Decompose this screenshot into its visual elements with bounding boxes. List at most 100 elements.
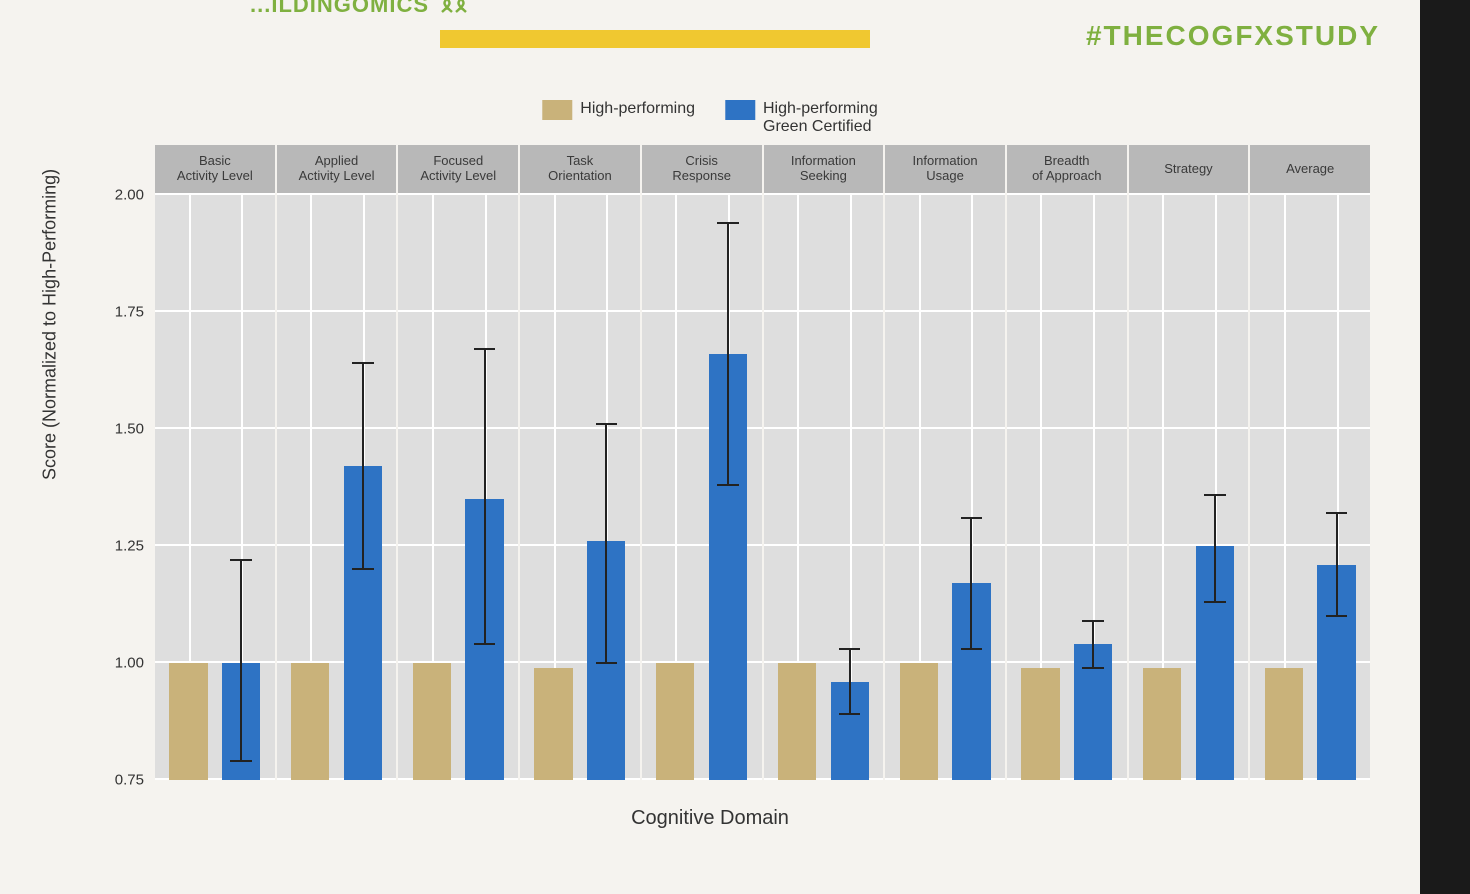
gridline bbox=[155, 310, 275, 312]
legend-item: High-performingGreen Certified bbox=[725, 100, 878, 137]
error-cap bbox=[230, 559, 252, 561]
gridline bbox=[764, 193, 884, 195]
gridline bbox=[1007, 310, 1127, 312]
gridline bbox=[885, 310, 1005, 312]
gridline bbox=[642, 193, 762, 195]
facet-header: Strategy bbox=[1129, 145, 1249, 193]
error-bar bbox=[727, 223, 729, 485]
error-cap bbox=[961, 648, 983, 650]
error-bar bbox=[1214, 495, 1216, 603]
y-tick-label: 2.00 bbox=[115, 187, 144, 204]
error-bar bbox=[484, 349, 486, 644]
slide-header: ...ILDINGOMICS #THECOGFXSTUDY bbox=[0, 0, 1420, 60]
y-axis-label: Score (Normalized to High-Performing) bbox=[40, 169, 61, 480]
gridline bbox=[277, 427, 397, 429]
gridline bbox=[885, 427, 1005, 429]
y-tick-label: 1.25 bbox=[115, 538, 144, 555]
bar-hp bbox=[1021, 668, 1059, 780]
chart-panel bbox=[764, 195, 884, 780]
gridline bbox=[1250, 427, 1370, 429]
error-cap bbox=[230, 760, 252, 762]
gridline bbox=[520, 427, 640, 429]
slide: ...ILDINGOMICS #THECOGFXSTUDY High-perfo… bbox=[0, 0, 1420, 894]
y-tick-label: 1.50 bbox=[115, 421, 144, 438]
error-cap bbox=[1326, 512, 1348, 514]
error-cap bbox=[1082, 620, 1104, 622]
error-cap bbox=[839, 648, 861, 650]
error-cap bbox=[1326, 615, 1348, 617]
chart-panel bbox=[642, 195, 762, 780]
error-cap bbox=[1082, 667, 1104, 669]
gridline bbox=[642, 310, 762, 312]
chart-panel bbox=[398, 195, 518, 780]
error-cap bbox=[961, 517, 983, 519]
gridline bbox=[1129, 427, 1249, 429]
brand-text: ...ILDINGOMICS bbox=[250, 0, 429, 18]
facet-header: Breadthof Approach bbox=[1007, 145, 1127, 193]
legend-label: High-performingGreen Certified bbox=[763, 100, 878, 137]
gridline bbox=[277, 193, 397, 195]
gridline bbox=[1129, 310, 1249, 312]
gridline bbox=[1129, 193, 1249, 195]
facet-header: Average bbox=[1250, 145, 1370, 193]
gridline bbox=[885, 193, 1005, 195]
error-bar bbox=[1092, 621, 1094, 668]
error-cap bbox=[352, 568, 374, 570]
hashtag-text: #THECOGFXSTUDY bbox=[1086, 20, 1380, 52]
bar-hp bbox=[413, 663, 451, 780]
bar-hp bbox=[169, 663, 207, 780]
bar-hp bbox=[534, 668, 572, 780]
error-bar bbox=[605, 424, 607, 663]
gridline bbox=[277, 310, 397, 312]
error-cap bbox=[839, 713, 861, 715]
chart-panel bbox=[277, 195, 397, 780]
error-cap bbox=[1204, 601, 1226, 603]
gridline bbox=[764, 310, 884, 312]
gridline bbox=[398, 193, 518, 195]
error-bar bbox=[1336, 513, 1338, 616]
chart-panel bbox=[1007, 195, 1127, 780]
gridline bbox=[520, 193, 640, 195]
gridline bbox=[764, 544, 884, 546]
gridline bbox=[764, 427, 884, 429]
legend: High-performingHigh-performingGreen Cert… bbox=[542, 100, 877, 137]
error-cap bbox=[474, 643, 496, 645]
gridline bbox=[398, 310, 518, 312]
chart: High-performingHigh-performingGreen Cert… bbox=[40, 100, 1380, 860]
dna-icon bbox=[440, 0, 478, 20]
error-cap bbox=[1204, 494, 1226, 496]
y-tick-label: 0.75 bbox=[115, 772, 144, 789]
y-axis: 0.751.001.251.501.752.00 bbox=[100, 195, 150, 780]
bar-hp bbox=[1265, 668, 1303, 780]
error-cap bbox=[352, 362, 374, 364]
legend-swatch bbox=[725, 100, 755, 120]
facet-header: BasicActivity Level bbox=[155, 145, 275, 193]
error-bar bbox=[970, 518, 972, 649]
chart-panel bbox=[1129, 195, 1249, 780]
gridline bbox=[1250, 193, 1370, 195]
plot-panels bbox=[155, 195, 1370, 780]
gridline bbox=[520, 310, 640, 312]
bar-hp bbox=[1143, 668, 1181, 780]
gridline bbox=[155, 544, 275, 546]
facet-header: FocusedActivity Level bbox=[398, 145, 518, 193]
facet-header: InformationUsage bbox=[885, 145, 1005, 193]
facet-header: CrisisResponse bbox=[642, 145, 762, 193]
y-tick-label: 1.75 bbox=[115, 304, 144, 321]
bar-hp bbox=[656, 663, 694, 780]
error-cap bbox=[717, 222, 739, 224]
facet-header: TaskOrientation bbox=[520, 145, 640, 193]
facet-header: AppliedActivity Level bbox=[277, 145, 397, 193]
error-cap bbox=[717, 484, 739, 486]
error-cap bbox=[596, 423, 618, 425]
accent-bar bbox=[440, 30, 870, 48]
facet-header-strip: BasicActivity LevelAppliedActivity Level… bbox=[155, 145, 1370, 193]
error-bar bbox=[240, 560, 242, 761]
chart-panel bbox=[1250, 195, 1370, 780]
error-cap bbox=[596, 662, 618, 664]
error-bar bbox=[362, 364, 364, 570]
gridline bbox=[155, 193, 275, 195]
bar-hp bbox=[778, 663, 816, 780]
gridline bbox=[398, 427, 518, 429]
facet-header: InformationSeeking bbox=[764, 145, 884, 193]
